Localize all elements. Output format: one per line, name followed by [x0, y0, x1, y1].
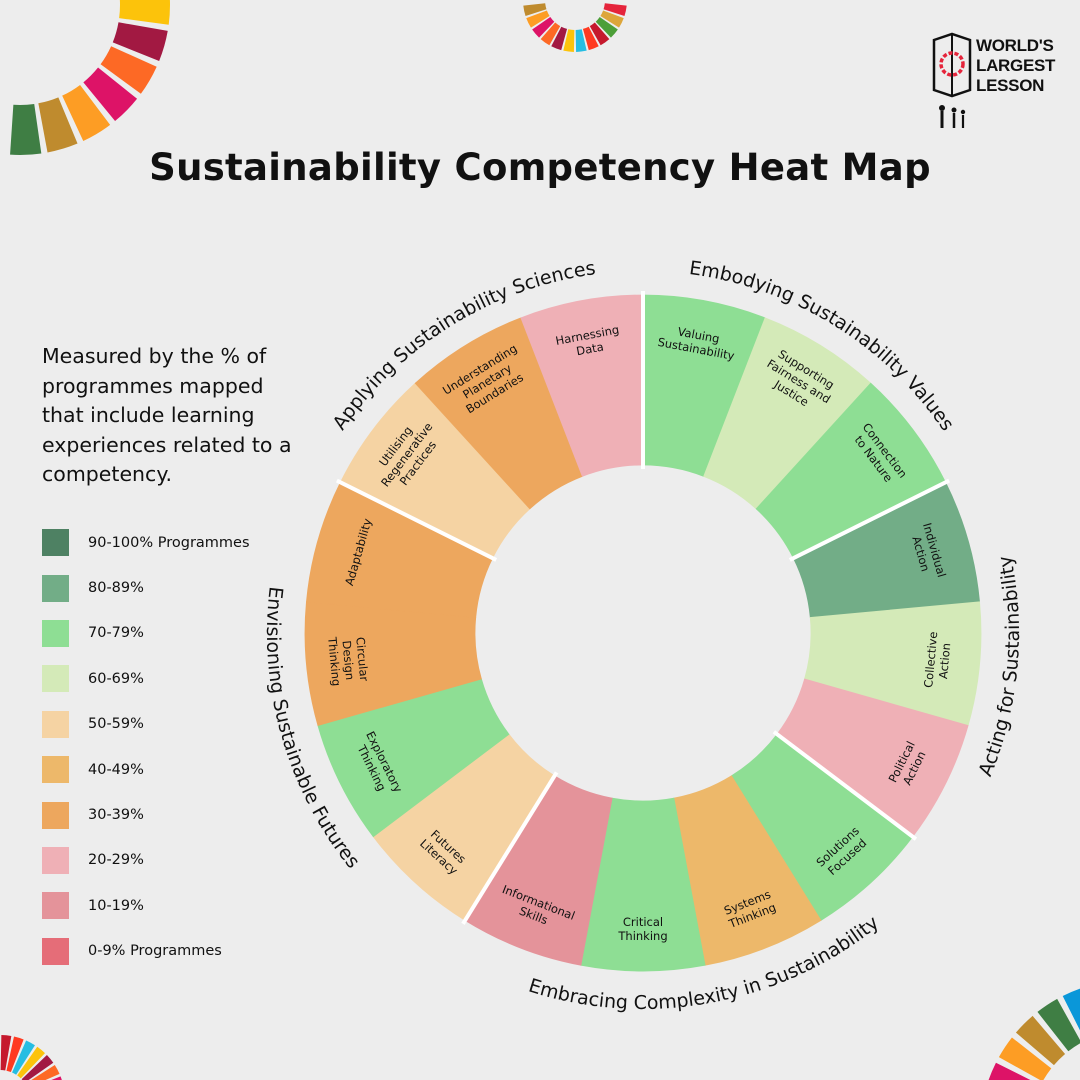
sdg-arc-segment: [563, 29, 575, 52]
sdg-arc-segment: [589, 22, 610, 46]
legend-label: 20-29%: [88, 852, 144, 869]
legend-swatch: [42, 756, 69, 784]
sdg-arc-segment: [998, 1037, 1052, 1080]
competency-label: CircularDesignThinking: [325, 633, 371, 687]
legend-swatch: [42, 529, 69, 557]
sdg-arc-segment: [112, 22, 168, 62]
sdg-arc-segment: [38, 97, 78, 153]
legend-item: 0-9% Programmes: [42, 929, 302, 974]
sdg-arc-segment: [21, 1055, 54, 1080]
legend-item: 80-89%: [42, 565, 302, 610]
legend: 90-100% Programmes 80-89% 70-79% 60-69% …: [42, 520, 302, 974]
sdg-arc-segment: [0, 1035, 12, 1071]
sdg-arc-segment: [100, 46, 157, 94]
legend-label: 70-79%: [88, 625, 144, 642]
category-divider: [788, 478, 951, 562]
wheel-segments: [304, 294, 982, 972]
page-title: Sustainability Competency Heat Map: [149, 146, 931, 189]
competency-label: Critical Thinking: [617, 915, 667, 943]
legend-swatch: [42, 665, 69, 693]
legend-item: 30-39%: [42, 792, 302, 837]
sdg-arc-segment: [6, 1036, 24, 1073]
logo-line-2: LARGEST: [976, 56, 1056, 75]
legend-item: 60-69%: [42, 656, 302, 701]
logo-book-icon: [932, 32, 972, 128]
legend-swatch: [42, 801, 69, 829]
competency-label: CollectiveAction: [921, 631, 954, 690]
sdg-arc-segment: [988, 1062, 1031, 1080]
legend-label: 90-100% Programmes: [88, 534, 250, 551]
sdg-arc-segment: [83, 67, 138, 122]
legend-label: 30-39%: [88, 807, 144, 824]
logo-text: WORLD'S LARGEST LESSON: [976, 36, 1056, 96]
sdg-arc-segment: [119, 0, 170, 25]
worlds-largest-lesson-logo: WORLD'S LARGEST LESSON: [928, 30, 1055, 132]
category-divider: [335, 478, 498, 562]
legend-swatch: [42, 846, 69, 874]
legend-item: 90-100% Programmes: [42, 520, 302, 565]
legend-label: 80-89%: [88, 580, 144, 597]
sdg-arc-segment: [551, 26, 568, 51]
sdg-arc-segment: [10, 103, 42, 155]
legend-item: 20-29%: [42, 838, 302, 883]
logo-line-3: LESSON: [976, 76, 1045, 95]
sdg-arc-segment: [532, 17, 555, 38]
legend-label: 50-59%: [88, 716, 144, 733]
legend-swatch: [42, 710, 69, 738]
sdg-arc-segment: [1062, 988, 1080, 1031]
legend-item: 70-79%: [42, 611, 302, 656]
sdg-arc-segment: [12, 1040, 35, 1075]
legend-label: 60-69%: [88, 670, 144, 687]
sdg-arc-segment: [17, 1046, 45, 1079]
sdg-arc-segment: [600, 10, 624, 28]
legend-label: 0-9% Programmes: [88, 943, 222, 960]
category-label: Acting for Sustainability: [974, 554, 1024, 779]
sdg-arc-segment: [603, 3, 627, 17]
sdg-arc-segment: [540, 22, 561, 46]
legend-item: 50-59%: [42, 702, 302, 747]
sdg-arc-segment: [526, 10, 550, 28]
sdg-arc-segment: [575, 29, 587, 52]
sdg-arc-segment: [62, 84, 111, 142]
sdg-arc-segment: [1015, 1015, 1066, 1066]
sdg-arc-segment: [595, 17, 618, 38]
legend-swatch: [42, 619, 69, 647]
category-divider: [461, 771, 559, 925]
category-divider: [772, 730, 918, 841]
legend-swatch: [42, 892, 69, 920]
legend-item: 40-49%: [42, 747, 302, 792]
sdg-arc-segment: [31, 1065, 60, 1080]
sdg-arc-segment: [51, 1076, 62, 1080]
legend-label: 10-19%: [88, 897, 144, 914]
legend-swatch: [42, 937, 69, 965]
sdg-arc-segment: [523, 3, 547, 17]
sdg-arc-segment: [1037, 998, 1080, 1052]
legend-swatch: [42, 574, 69, 602]
legend-item: 10-19%: [42, 883, 302, 928]
sdg-arc-segment: [582, 26, 599, 51]
description-text: Measured by the % of programmes mapped t…: [42, 344, 292, 486]
logo-line-1: WORLD'S: [976, 36, 1054, 55]
legend-label: 40-49%: [88, 761, 144, 778]
